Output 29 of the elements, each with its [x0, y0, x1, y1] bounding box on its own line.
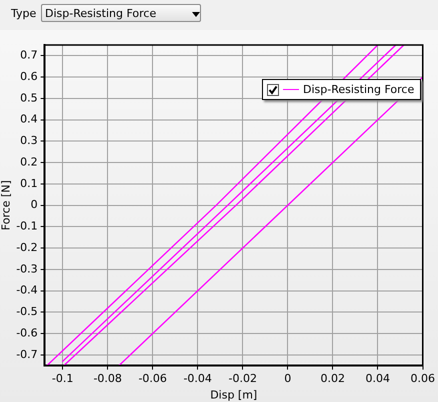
x-tick-label: -0.1: [52, 372, 74, 386]
y-tick-label: 0.7: [20, 48, 38, 62]
y-tick-label: -0.4: [16, 284, 38, 297]
x-tick-label: -0.04: [183, 372, 212, 386]
y-tick-label: 0: [30, 198, 38, 212]
y-tick-label: -0.2: [16, 240, 38, 254]
y-tick-label: -0.3: [16, 262, 38, 276]
x-tick-label: -0.02: [228, 372, 257, 386]
text: Disp-Resisting Force: [41, 4, 201, 22]
x-tick-label: 0.02: [320, 372, 345, 386]
y-tick-label: -0.6: [16, 326, 38, 340]
x-tick-label: 0.06: [410, 372, 436, 386]
y-tick-label: -0.1: [16, 220, 38, 233]
x-axis-title: Disp [m]: [210, 388, 258, 402]
y-tick-label: 0.3: [20, 134, 38, 148]
x-tick-label: -0.08: [93, 372, 122, 386]
text: Type: [11, 7, 36, 20]
x-tick-label: 0: [284, 372, 292, 386]
y-tick-label: 0.4: [20, 112, 38, 126]
legend-label: Disp-Resisting Force: [303, 83, 414, 96]
y-tick-label: 0.2: [20, 155, 38, 168]
x-tick-label: 0.04: [365, 372, 390, 386]
y-tick-label: 0.6: [20, 70, 38, 83]
y-tick-label: -0.7: [16, 348, 38, 361]
y-tick-label: 0.1: [20, 176, 38, 190]
y-axis-title: Force [N]: [0, 180, 12, 230]
y-tick-label: -0.5: [16, 305, 38, 318]
x-tick-label: -0.06: [138, 372, 167, 386]
y-tick-label: 0.5: [20, 91, 38, 104]
